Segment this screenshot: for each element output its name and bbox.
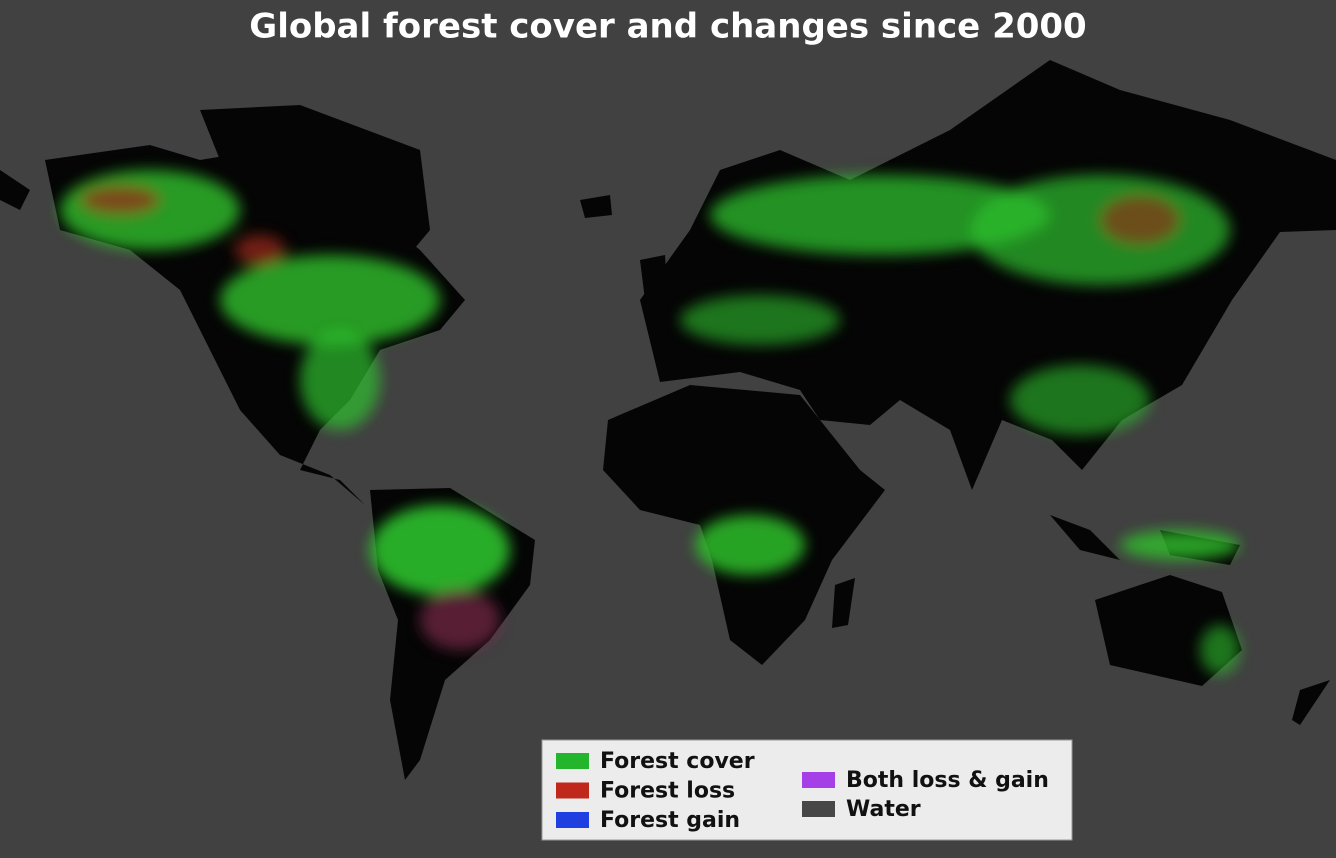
legend-label: Both loss & gain xyxy=(846,768,1049,793)
legend-box xyxy=(541,739,1073,841)
legend-swatch xyxy=(556,782,589,799)
legend-label: Forest loss xyxy=(600,779,735,804)
legend-swatch xyxy=(802,801,835,817)
legend-swatch xyxy=(802,772,835,788)
legend-label: Forest cover xyxy=(600,749,755,774)
legend-label: Water xyxy=(846,797,921,822)
legend-label: Forest gain xyxy=(600,808,740,833)
forest-overlay xyxy=(60,170,1240,675)
legend-swatch xyxy=(556,753,589,769)
legend: Forest cover Forest loss Forest gain Both l… xyxy=(541,739,1073,841)
legend-swatch xyxy=(556,812,589,828)
map-title: Global forest cover and changes since 20… xyxy=(249,7,1086,47)
